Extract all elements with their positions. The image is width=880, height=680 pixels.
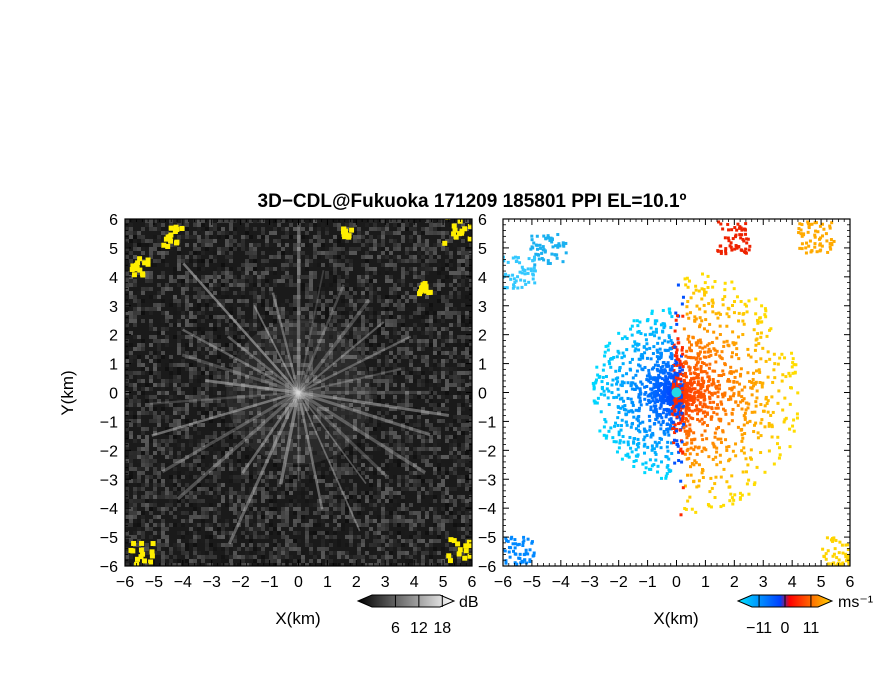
figure-title: 3D−CDL@Fukuoka 171209 185801 PPI EL=10.1… <box>258 191 687 212</box>
y-tick-label: −2 <box>100 443 118 460</box>
x-tick-label: 4 <box>788 574 797 591</box>
x-tick-label: 5 <box>439 574 448 591</box>
reflectivity-panel: −6−6 −6−5−5 −5−4−4 −4−3−3 −3−2−2 −2−1−1 −100 01… <box>58 212 496 637</box>
y-tick-label: 1 <box>109 357 118 374</box>
x-tick-label: −2 <box>610 574 628 591</box>
colorbar-tick-label: 18 <box>433 620 451 637</box>
y-tick-label: 4 <box>109 270 118 287</box>
y-tick-label: 5 <box>109 241 118 258</box>
y-tick-label: −1 <box>100 414 118 431</box>
y-tick-label: 6 <box>109 212 118 229</box>
colorbar-tick-label: −11 <box>746 620 772 637</box>
y-tick-label-right: −3 <box>478 472 496 489</box>
colorbar-tick-label: 6 <box>391 620 400 637</box>
velocity-axes: −6 −5 −4 −3 −2 −1 0 1 2 3 4 5 6 <box>494 218 855 591</box>
reflectivity-image <box>125 219 472 566</box>
x-tick-label: 0 <box>294 574 303 591</box>
x-tick-label: −2 <box>232 574 250 591</box>
reflectivity-colorbar: 6 12 18 dB <box>356 594 479 637</box>
x-tick-label: −4 <box>552 574 570 591</box>
colorbar-tick-label: 11 <box>803 620 820 637</box>
x-tick-label: 0 <box>672 574 681 591</box>
y-tick-label: 3 <box>109 299 118 316</box>
colorbar-tick-label: 0 <box>781 620 790 637</box>
y-tick-label-right: 4 <box>478 270 487 287</box>
x-tick-label: 1 <box>701 574 710 591</box>
y-tick-label-right: 0 <box>478 386 487 403</box>
y-tick-label: −5 <box>100 530 118 547</box>
x-tick-label: −5 <box>145 574 163 591</box>
right-xlabel: X(km) <box>653 609 698 628</box>
y-tick-label: 0 <box>109 386 118 403</box>
x-tick-label: 2 <box>352 574 361 591</box>
y-tick-label-right: 1 <box>478 357 487 374</box>
x-tick-label: −6 <box>494 574 512 591</box>
x-tick-label: 3 <box>759 574 768 591</box>
velocity-colorbar: −11 0 11 ms⁻¹ <box>736 594 873 637</box>
colorbar-unit-ms: ms⁻¹ <box>838 594 873 611</box>
reflectivity-axes: −6−6 −6−5−5 −5−4−4 −4−3−3 −3−2−2 −2−1−1 −100 01… <box>100 212 497 591</box>
x-tick-label: 6 <box>846 574 855 591</box>
y-tick-label-right: 3 <box>478 299 487 316</box>
x-tick-label: 1 <box>323 574 332 591</box>
colorbar-tick-label: 12 <box>410 620 428 637</box>
left-xlabel: X(km) <box>275 609 320 628</box>
y-tick-label: 2 <box>109 328 118 345</box>
y-tick-label-right: −5 <box>478 530 496 547</box>
x-tick-label: 4 <box>410 574 419 591</box>
x-tick-label: −6 <box>116 574 134 591</box>
x-tick-label: −5 <box>523 574 541 591</box>
velocity-panel: −6 −5 −4 −3 −2 −1 0 1 2 3 4 5 6 X(km) −11 0 11 ms⁻¹ <box>494 218 873 637</box>
x-tick-label: −4 <box>174 574 192 591</box>
colorbar-unit-db: dB <box>459 594 479 611</box>
y-tick-label-right: −6 <box>478 559 496 576</box>
x-tick-label: −1 <box>260 574 278 591</box>
x-tick-label: 6 <box>468 574 477 591</box>
y-tick-label-right: 5 <box>478 241 487 258</box>
y-tick-label-right: −2 <box>478 443 496 460</box>
x-tick-label: −3 <box>203 574 221 591</box>
x-tick-label: −1 <box>638 574 656 591</box>
x-tick-label: 2 <box>730 574 739 591</box>
x-tick-label: 3 <box>381 574 390 591</box>
x-tick-label: −3 <box>581 574 599 591</box>
y-tick-label-right: 2 <box>478 328 487 345</box>
y-tick-label-right: −4 <box>478 501 496 518</box>
velocity-image <box>503 220 850 566</box>
x-tick-label: 5 <box>817 574 826 591</box>
y-tick-label-right: 6 <box>478 212 487 229</box>
y-tick-label-right: −1 <box>478 414 496 431</box>
y-tick-label: −4 <box>100 501 118 518</box>
y-tick-label: −6 <box>100 559 118 576</box>
y-tick-label: −3 <box>100 472 118 489</box>
left-ylabel: Y(km) <box>58 370 77 415</box>
